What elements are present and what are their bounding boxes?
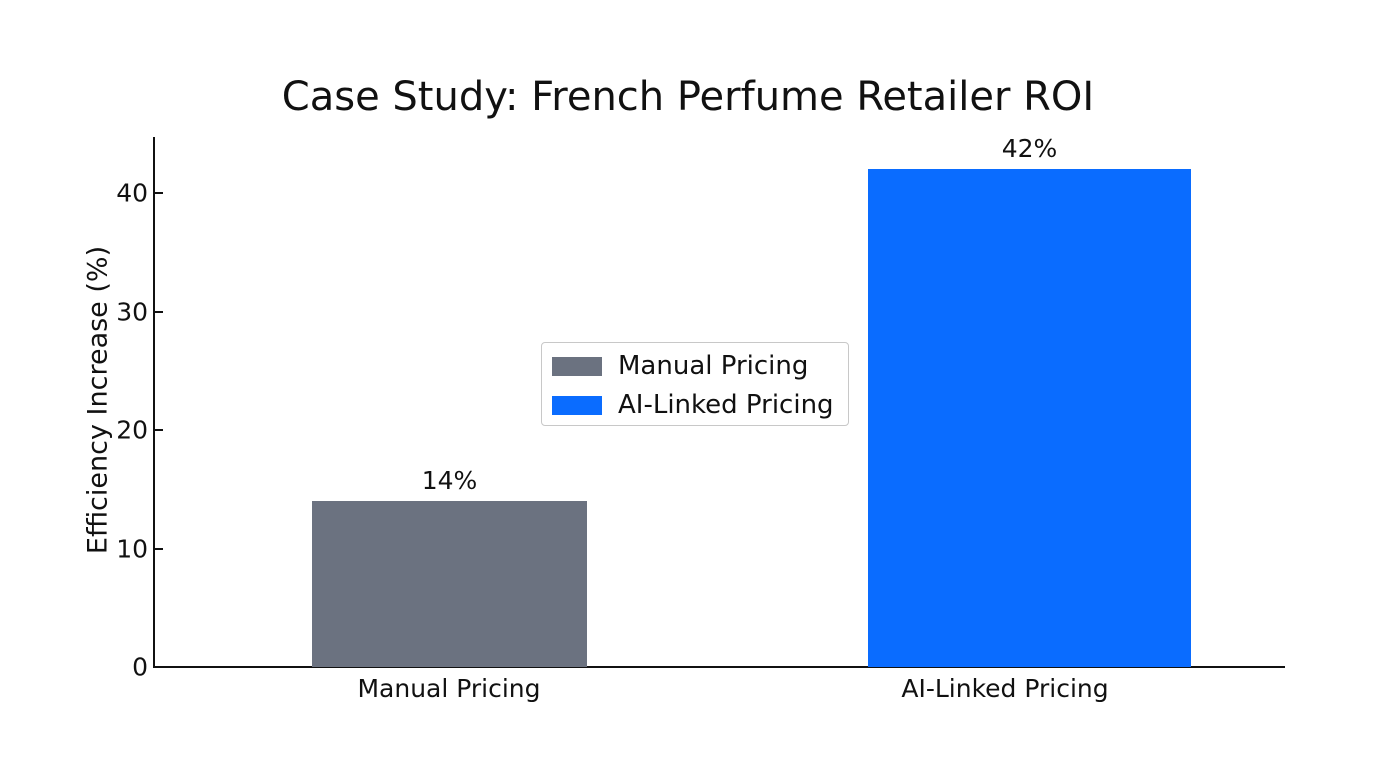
legend-swatch-manual <box>552 356 602 376</box>
y-tick-label: 40 <box>116 178 148 208</box>
y-tick-label: 0 <box>132 652 148 682</box>
legend-label-manual: Manual Pricing <box>618 351 809 381</box>
y-tick-mark <box>155 666 163 668</box>
x-category-label: AI-Linked Pricing <box>901 674 1109 703</box>
x-axis-line <box>153 666 1285 668</box>
legend-item-ai: AI-Linked Pricing <box>552 387 834 423</box>
legend-item-manual: Manual Pricing <box>552 348 808 384</box>
y-tick-label: 10 <box>116 534 148 563</box>
bar-value-label: 14% <box>421 466 478 496</box>
legend-swatch-ai <box>552 395 602 415</box>
y-axis-label: Efficiency Increase (%) <box>82 245 114 555</box>
y-tick-label: 20 <box>116 415 148 445</box>
y-tick-mark <box>155 192 163 194</box>
legend-label-ai: AI-Linked Pricing <box>618 390 834 420</box>
chart-title: Case Study: French Perfume Retailer ROI <box>281 74 1095 120</box>
bar-ai <box>868 169 1191 667</box>
x-category-label: Manual Pricing <box>357 674 541 703</box>
bar-value-label: 42% <box>1001 134 1058 164</box>
bar-manual <box>312 501 587 667</box>
y-tick-mark <box>155 547 163 550</box>
y-tick-label: 30 <box>116 297 148 326</box>
y-tick-mark <box>155 310 163 313</box>
legend: Manual Pricing AI-Linked Pricing <box>541 342 849 426</box>
y-axis-line <box>153 137 155 668</box>
y-tick-mark <box>155 429 163 431</box>
